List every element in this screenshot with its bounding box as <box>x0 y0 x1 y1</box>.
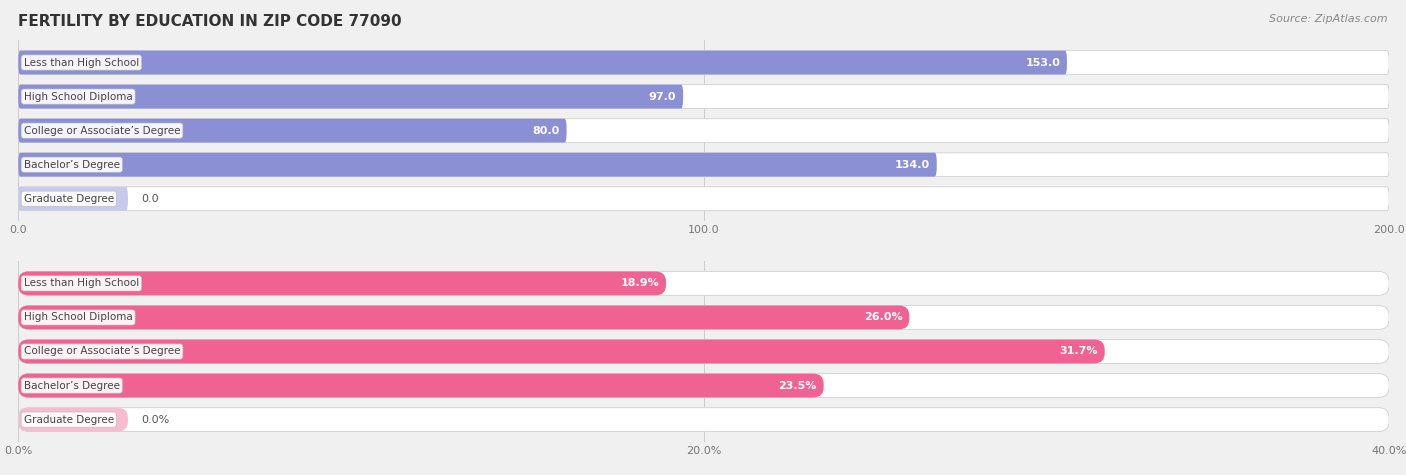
FancyBboxPatch shape <box>18 305 1389 329</box>
FancyBboxPatch shape <box>18 272 1389 295</box>
Text: 153.0: 153.0 <box>1025 57 1060 67</box>
Text: High School Diploma: High School Diploma <box>24 313 132 323</box>
FancyBboxPatch shape <box>18 119 567 142</box>
FancyBboxPatch shape <box>18 119 1389 142</box>
FancyBboxPatch shape <box>18 305 910 329</box>
Text: 18.9%: 18.9% <box>620 278 659 288</box>
Text: 23.5%: 23.5% <box>779 380 817 390</box>
Text: 80.0: 80.0 <box>533 125 560 136</box>
Text: 134.0: 134.0 <box>894 160 929 170</box>
Text: Graduate Degree: Graduate Degree <box>24 415 114 425</box>
Text: Less than High School: Less than High School <box>24 278 139 288</box>
FancyBboxPatch shape <box>18 340 1389 363</box>
FancyBboxPatch shape <box>18 153 936 177</box>
FancyBboxPatch shape <box>18 51 1389 75</box>
FancyBboxPatch shape <box>18 187 128 210</box>
Text: High School Diploma: High School Diploma <box>24 92 132 102</box>
Text: 97.0: 97.0 <box>648 92 676 102</box>
Text: 0.0: 0.0 <box>142 194 159 204</box>
Text: 26.0%: 26.0% <box>863 313 903 323</box>
FancyBboxPatch shape <box>18 187 1389 210</box>
Text: Bachelor’s Degree: Bachelor’s Degree <box>24 160 120 170</box>
Text: Source: ZipAtlas.com: Source: ZipAtlas.com <box>1270 14 1388 24</box>
Text: Bachelor’s Degree: Bachelor’s Degree <box>24 380 120 390</box>
FancyBboxPatch shape <box>18 272 666 295</box>
FancyBboxPatch shape <box>18 85 1389 108</box>
FancyBboxPatch shape <box>18 374 1389 398</box>
Text: College or Associate’s Degree: College or Associate’s Degree <box>24 125 180 136</box>
Text: FERTILITY BY EDUCATION IN ZIP CODE 77090: FERTILITY BY EDUCATION IN ZIP CODE 77090 <box>18 14 402 29</box>
FancyBboxPatch shape <box>18 408 128 431</box>
FancyBboxPatch shape <box>18 85 683 108</box>
Text: Graduate Degree: Graduate Degree <box>24 194 114 204</box>
Text: 0.0%: 0.0% <box>142 415 170 425</box>
FancyBboxPatch shape <box>18 153 1389 177</box>
FancyBboxPatch shape <box>18 51 1067 75</box>
FancyBboxPatch shape <box>18 340 1105 363</box>
Text: 31.7%: 31.7% <box>1059 346 1098 357</box>
FancyBboxPatch shape <box>18 374 824 398</box>
Text: College or Associate’s Degree: College or Associate’s Degree <box>24 346 180 357</box>
FancyBboxPatch shape <box>18 408 1389 431</box>
Text: Less than High School: Less than High School <box>24 57 139 67</box>
